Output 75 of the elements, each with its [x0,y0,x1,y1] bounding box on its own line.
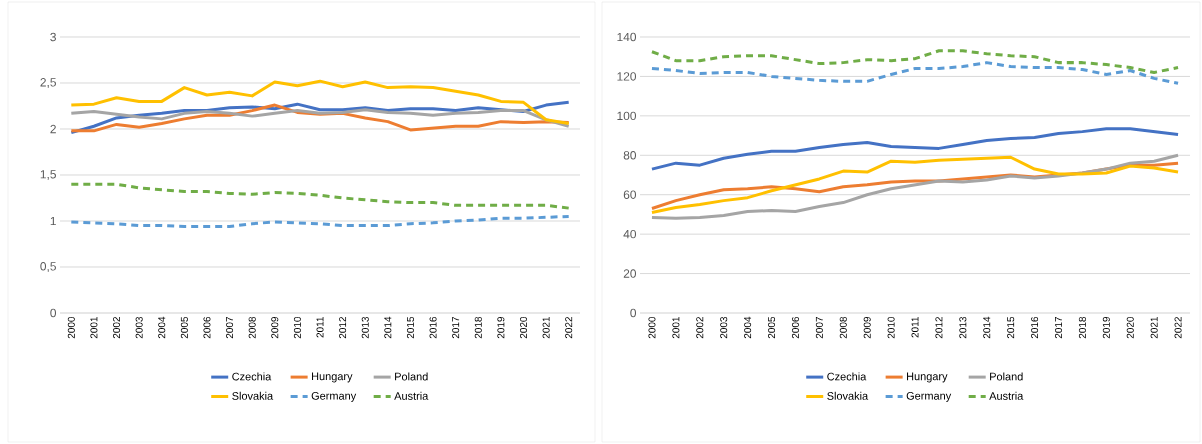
x-tick-label: 2005 [768,316,776,339]
legend-label: Hungary [312,372,353,383]
y-tick-label: 2,5 [40,78,56,88]
y-tick-label: 120 [617,72,637,81]
x-tick-label: 2013 [361,316,369,339]
x-tick-label: 2020 [519,316,528,339]
x-tick-label: 2015 [406,316,414,339]
legend-label: Czechia [827,372,867,381]
legend-label: Austria [989,391,1024,400]
x-tick-label: 2021 [1150,317,1158,339]
x-tick-label: 2001 [672,317,680,339]
x-tick-label: 2017 [1054,317,1063,339]
x-tick-label: 2014 [983,316,991,339]
x-tick-label: 2004 [158,316,166,339]
x-tick-label: 2019 [1102,316,1110,339]
y-tick-label: 140 [617,32,637,42]
x-tick-label: 2012 [339,317,347,339]
x-tick-label: 2008 [248,316,256,339]
x-tick-label: 2005 [180,316,188,339]
x-tick-label: 2012 [935,317,943,339]
legend-label: Poland [990,372,1023,381]
legend-label: Slovakia [827,391,869,400]
x-tick-label: 2018 [1078,316,1086,339]
x-tick-label: 2009 [271,316,279,339]
y-tick-label: 1 [50,216,56,226]
x-tick-label: 2015 [1007,316,1015,339]
x-tick-label: 2003 [720,316,728,339]
x-tick-label: 2006 [791,316,799,339]
x-tick-label: 2016 [1031,316,1039,339]
x-tick-label: 2011 [316,317,324,338]
x-tick-label: 2017 [452,317,460,339]
x-tick-label: 2016 [429,316,437,339]
x-tick-label: 2018 [474,316,482,339]
y-tick-label: 0 [50,308,57,318]
y-tick-label: 3 [50,32,56,42]
x-tick-label: 2014 [384,316,392,339]
x-tick-label: 2008 [839,316,847,339]
x-tick-label: 2000 [648,316,656,339]
x-tick-label: 2013 [959,316,967,339]
x-tick-label: 2010 [293,316,301,339]
x-tick-label: 2020 [1126,316,1134,339]
y-tick-label: 0 [630,308,637,318]
x-tick-label: 2009 [863,316,871,339]
legend-label: Poland [395,372,428,381]
legend-label: Hungary [907,372,948,383]
x-tick-label: 2010 [887,316,895,339]
legend-label: Czechia [232,372,272,381]
y-tick-label: 40 [623,229,637,239]
y-tick-label: 60 [623,190,637,199]
x-tick-label: 2007 [815,317,823,339]
x-tick-label: 2006 [203,316,211,339]
x-tick-label: 2022 [565,317,573,339]
y-tick-label: 0,5 [40,262,56,272]
x-tick-label: 2007 [226,317,234,339]
y-tick-label: 20 [623,269,637,278]
x-tick-label: 2001 [90,317,98,339]
x-tick-label: 2021 [542,317,550,339]
x-tick-label: 2004 [744,316,752,339]
x-tick-label: 2002 [696,317,704,339]
x-tick-label: 2003 [135,316,143,339]
x-tick-label: 2011 [911,317,919,338]
legend-label: Austria [394,391,429,400]
line-series [69,79,571,125]
legend-label: Germany [311,391,357,402]
line-series [650,61,1180,85]
legend-label: Germany [906,391,952,402]
legend-label: Slovakia [232,391,274,400]
y-tick-label: 80 [623,151,637,160]
x-tick-label: 2022 [1174,317,1182,339]
x-tick-label: 2019 [497,316,505,339]
x-tick-label: 2002 [113,317,121,339]
x-tick-label: 2000 [67,316,75,339]
y-tick-label: 1,5 [40,170,56,180]
y-tick-label: 2 [50,124,56,134]
y-tick-label: 100 [617,111,637,121]
